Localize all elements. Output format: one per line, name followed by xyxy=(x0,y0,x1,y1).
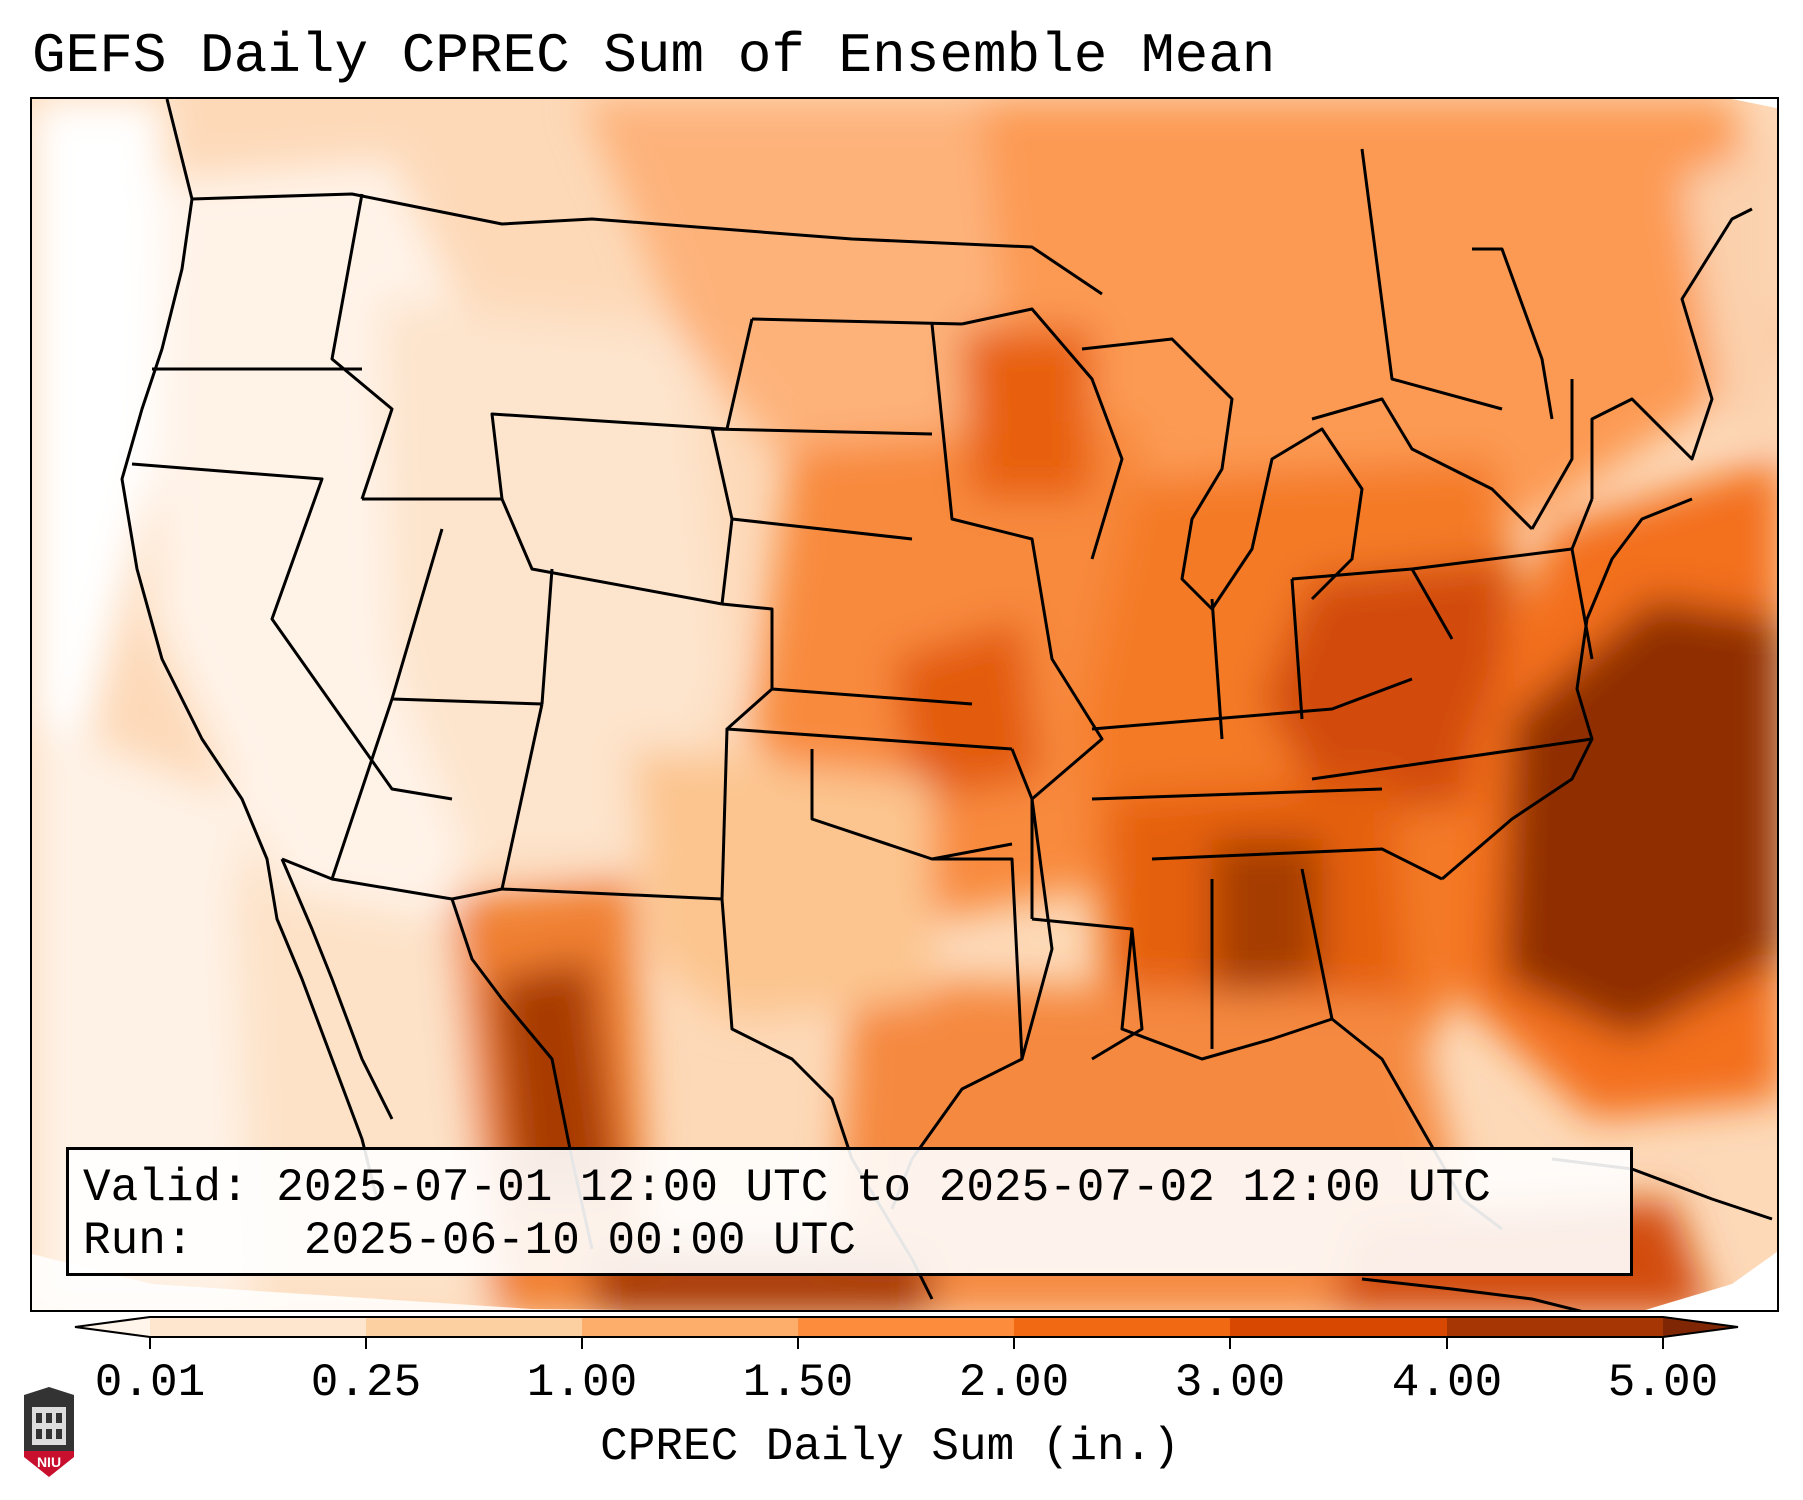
niu-logo: NIU xyxy=(24,1387,74,1477)
colorbar-tick-label: 0.25 xyxy=(310,1357,422,1409)
valid-value: 2025-07-01 12:00 UTC to 2025-07-02 12:00… xyxy=(276,1162,1491,1214)
colorbar-tick-label: 5.00 xyxy=(1607,1357,1719,1409)
colorbar-tick-label: 1.50 xyxy=(742,1357,854,1409)
colorbar-label: CPREC Daily Sum (in.) xyxy=(600,1421,1180,1473)
colorbar-segment xyxy=(1447,1317,1663,1337)
colorbar-tick-label: 0.01 xyxy=(94,1357,206,1409)
colorbar-under-extension xyxy=(75,1317,150,1337)
colorbar-segment xyxy=(798,1317,1014,1337)
validity-info-box: Valid: 2025-07-01 12:00 UTC to 2025-07-0… xyxy=(66,1147,1633,1276)
colorbar xyxy=(74,1316,1739,1349)
run-label: Run: xyxy=(83,1215,194,1267)
colorbar-segment xyxy=(150,1317,366,1337)
colorbar-tick-label: 1.00 xyxy=(526,1357,638,1409)
colorbar-segment xyxy=(1230,1317,1447,1337)
logo-text: NIU xyxy=(37,1454,61,1470)
colorbar-tick-label: 2.00 xyxy=(958,1357,1070,1409)
colorbar-tick-label: 4.00 xyxy=(1391,1357,1503,1409)
colorbar-segment xyxy=(366,1317,582,1337)
colorbar-over-extension xyxy=(1663,1317,1738,1337)
colorbar-tick-label: 3.00 xyxy=(1174,1357,1286,1409)
colorbar-segment xyxy=(1014,1317,1230,1337)
precipitation-map xyxy=(30,97,1779,1312)
valid-label: Valid: xyxy=(83,1162,249,1214)
run-value: 2025-06-10 00:00 UTC xyxy=(303,1215,856,1267)
colorbar-segment xyxy=(582,1317,798,1337)
map-title: GEFS Daily CPREC Sum of Ensemble Mean xyxy=(32,24,1276,88)
